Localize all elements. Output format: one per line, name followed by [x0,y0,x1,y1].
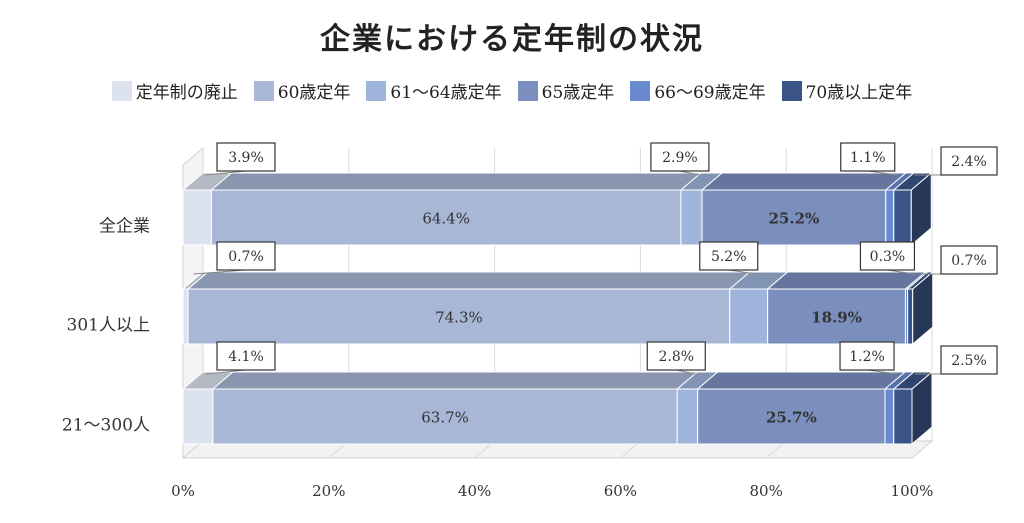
bar-segment-top [186,271,752,290]
legend-swatch [630,80,651,101]
callout-leader [728,269,757,275]
category-label: 301人以上 [67,316,150,336]
x-tick-label: 40% [458,482,491,500]
chart-title: 企業における定年制の状況 [320,22,704,57]
callout-box [840,142,896,172]
bar-segment [893,189,912,246]
legend-label: 定年制の廃止 [135,83,238,103]
data-label: 5.2% [711,249,747,265]
callout-box [650,142,710,172]
bar-segment [697,388,886,445]
legend-swatch [781,80,802,101]
legend-item: 61～64歳定年 [366,78,502,103]
legend-label: 61～64歳定年 [390,83,502,103]
chart-legend: 定年制の廃止 60歳定年 61～64歳定年 65歳定年 66～69歳定年 70歳以上定年 [0,78,1024,103]
legend-label: 66～69歳定年 [654,83,766,103]
legend-label: 65歳定年 [541,83,615,103]
data-label: 0.3% [870,249,906,265]
callout-leader [887,269,915,275]
data-label: 2.8% [658,349,694,365]
data-label: 74.3% [435,309,483,327]
callout-leader [676,369,696,375]
bar-segment-top [211,371,699,390]
bar-segment [907,288,914,345]
bar-segment [182,288,189,345]
x-tick-label: 0% [171,482,195,500]
callout-box [216,142,276,172]
bar-segment-top [696,371,907,390]
legend-swatch [111,80,132,101]
callout-box [859,241,916,271]
gridline [911,440,933,459]
bar-segment [182,388,214,445]
bar-end-cap [911,370,933,446]
bar-segment [893,388,913,445]
legend-item: 60歳定年 [253,78,351,103]
bar-segment-top [766,271,927,290]
legend-swatch [517,80,538,101]
bar-segment-top [210,172,703,191]
data-label: 1.1% [850,150,886,166]
callout-leader [867,170,898,176]
callout-box [839,341,895,371]
callout-leader [205,369,247,375]
callout-box [940,245,998,275]
bar-segment [182,189,212,246]
category-label: 全企業 [99,217,150,237]
bar-segment [187,288,731,345]
data-label: 25.7% [766,409,817,427]
bar-segment [884,388,895,445]
legend-label: 60歳定年 [277,83,351,103]
bar-segment [885,189,895,246]
legend-label: 70歳以上定年 [805,83,913,103]
legend-item: 66～69歳定年 [630,78,766,103]
data-label: 3.9% [228,150,264,166]
data-label: 63.7% [421,409,469,427]
callout-leader [866,369,898,375]
legend-swatch [253,80,274,101]
callout-box [940,345,998,375]
callout-box [646,341,706,371]
bar-segment [210,189,682,246]
data-label: 25.2% [769,210,820,228]
callout-leader [205,170,247,176]
data-label: 18.9% [811,309,862,327]
data-label: 0.7% [228,249,264,265]
bar-segment [676,388,699,445]
legend-item: 70歳以上定年 [781,78,913,103]
legend-item: 定年制の廃止 [111,78,238,103]
data-label: 2.9% [662,150,698,166]
callout-box [216,341,276,371]
x-tick-label: 60% [604,482,637,500]
callout-box [216,241,276,271]
data-label: 1.2% [849,349,885,365]
bar-segment [680,189,703,246]
data-label: 64.4% [422,210,470,228]
callout-leader [193,269,247,275]
category-label: 21～300人 [62,416,150,436]
legend-item: 65歳定年 [517,78,615,103]
bar-end-cap [912,270,934,346]
x-tick-label: 80% [750,482,783,500]
bar-end-cap [910,171,932,247]
bar-segment [729,288,769,345]
data-label: 2.5% [951,353,987,369]
x-tick-label: 20% [312,482,345,500]
callout-box [699,241,759,271]
data-label: 0.7% [951,253,987,269]
bar-segment-top [700,172,908,191]
bar-segment [767,288,906,345]
data-label: 4.1% [228,349,264,365]
data-label: 2.4% [951,154,987,170]
x-tick-label: 100% [891,482,934,500]
legend-swatch [366,80,387,101]
bar-segment [212,388,678,445]
callout-leader [679,170,700,176]
callout-box [940,146,998,176]
